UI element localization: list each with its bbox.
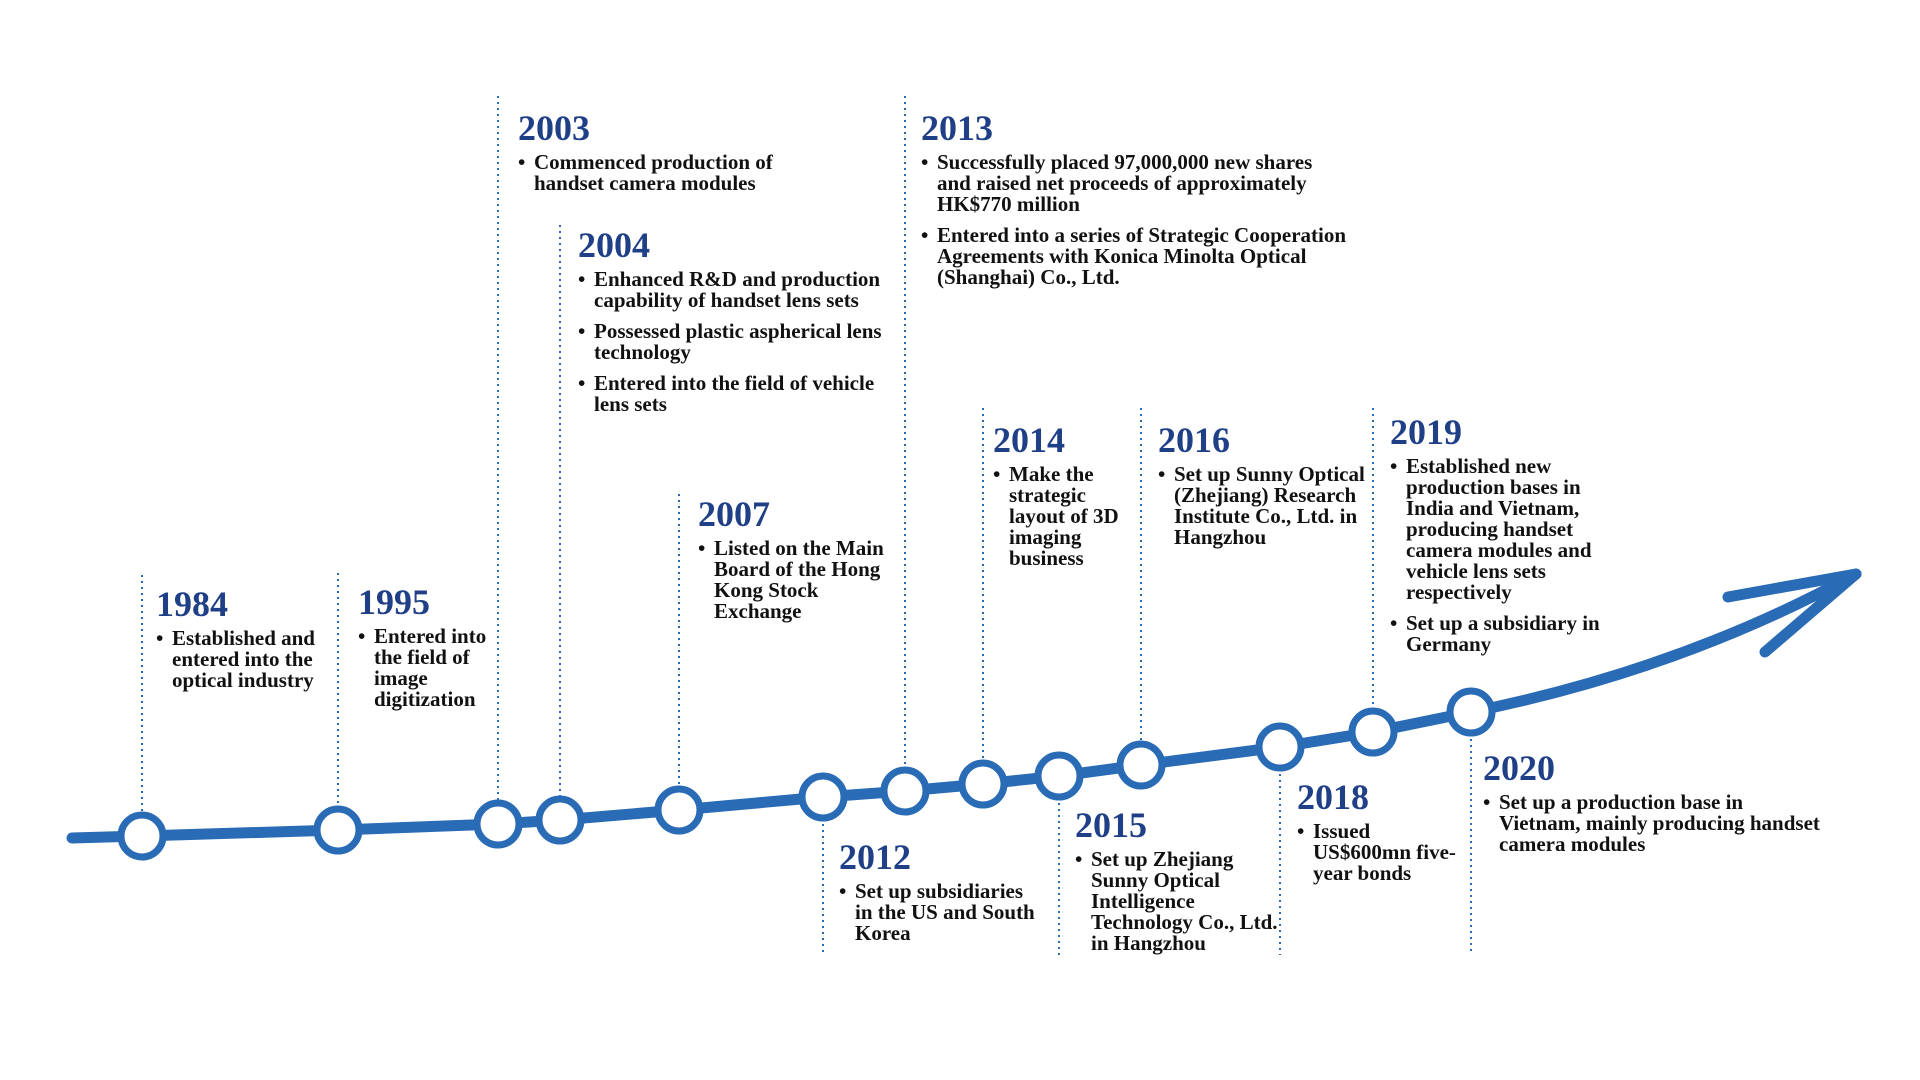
milestone-item: Set up Sunny Optical (Zhejiang) Research… xyxy=(1158,464,1378,548)
milestone-item: Set up a production base in Vietnam, mai… xyxy=(1483,792,1823,855)
milestone-2012: 2012 Set up subsidiaries in the US and S… xyxy=(839,837,1044,954)
milestone-item: Established new production bases in Indi… xyxy=(1390,456,1630,603)
milestone-item: Entered into a series of Strategic Coope… xyxy=(921,225,1351,288)
milestone-2014: 2014 Make the strategic layout of 3D ima… xyxy=(993,420,1138,579)
milestone-year: 2015 xyxy=(1075,805,1147,845)
circle-node-icon xyxy=(798,772,848,822)
circle-node-icon xyxy=(958,759,1008,809)
circle-node-icon xyxy=(117,811,167,861)
milestone-year: 2016 xyxy=(1158,420,1230,460)
milestone-item: Commenced production of handset camera m… xyxy=(518,152,838,194)
milestone-items: Listed on the Main Board of the Hong Kon… xyxy=(698,538,908,622)
milestone-item: Set up subsidiaries in the US and South … xyxy=(839,881,1044,944)
milestone-year: 2012 xyxy=(839,837,911,877)
milestone-1995: 1995 Entered into the field of image dig… xyxy=(358,582,498,720)
circle-node-icon xyxy=(880,766,930,816)
circle-node-icon xyxy=(654,785,704,835)
milestone-items: Established and entered into the optical… xyxy=(156,628,341,691)
circle-node-icon xyxy=(1116,740,1166,790)
milestone-1984: 1984 Established and entered into the op… xyxy=(156,584,341,701)
milestone-item: Set up Zhejiang Sunny Optical Intelligen… xyxy=(1075,849,1290,954)
milestone-item: Listed on the Main Board of the Hong Kon… xyxy=(698,538,908,622)
circle-node-icon xyxy=(1034,751,1084,801)
milestone-year: 2018 xyxy=(1297,777,1369,817)
milestone-2016: 2016 Set up Sunny Optical (Zhejiang) Res… xyxy=(1158,420,1378,558)
milestone-2015: 2015 Set up Zhejiang Sunny Optical Intel… xyxy=(1075,805,1290,964)
milestone-items: Commenced production of handset camera m… xyxy=(518,152,838,194)
milestone-items: Successfully placed 97,000,000 new share… xyxy=(921,152,1351,288)
milestone-items: Set up Zhejiang Sunny Optical Intelligen… xyxy=(1075,849,1290,954)
milestone-year: 2003 xyxy=(518,108,590,148)
milestone-2020: 2020 Set up a production base in Vietnam… xyxy=(1483,748,1823,865)
milestone-year: 2004 xyxy=(578,225,650,265)
milestone-2003: 2003 Commenced production of handset cam… xyxy=(518,108,838,204)
milestone-year: 2020 xyxy=(1483,748,1555,788)
milestone-items: Enhanced R&D and production capability o… xyxy=(578,269,888,415)
milestone-2013: 2013 Successfully placed 97,000,000 new … xyxy=(921,108,1351,298)
milestone-item: Successfully placed 97,000,000 new share… xyxy=(921,152,1351,215)
milestone-items: Issued US$600mn five-year bonds xyxy=(1297,821,1457,884)
milestone-year: 1995 xyxy=(358,582,430,622)
circle-node-icon xyxy=(1348,707,1398,757)
milestone-2018: 2018 Issued US$600mn five-year bonds xyxy=(1297,777,1457,894)
milestone-item: Make the strategic layout of 3D imaging … xyxy=(993,464,1138,569)
milestone-items: Entered into the field of image digitiza… xyxy=(358,626,498,710)
milestone-year: 2007 xyxy=(698,494,770,534)
milestone-year: 2013 xyxy=(921,108,993,148)
circle-node-icon xyxy=(313,805,363,855)
timeline-nodes xyxy=(117,687,1496,861)
milestone-items: Set up Sunny Optical (Zhejiang) Research… xyxy=(1158,464,1378,548)
milestone-item: Entered into the field of vehicle lens s… xyxy=(578,373,888,415)
leader-lines xyxy=(141,96,1472,955)
milestone-items: Set up a production base in Vietnam, mai… xyxy=(1483,792,1823,855)
circle-node-icon xyxy=(1255,722,1305,772)
milestone-year: 1984 xyxy=(156,584,228,624)
circle-node-icon xyxy=(535,795,585,845)
milestone-item: Set up a subsidiary in Germany xyxy=(1390,613,1630,655)
milestone-item: Entered into the field of image digitiza… xyxy=(358,626,498,710)
milestone-year: 2019 xyxy=(1390,412,1462,452)
milestone-items: Make the strategic layout of 3D imaging … xyxy=(993,464,1138,569)
milestone-year: 2014 xyxy=(993,420,1065,460)
milestone-item: Enhanced R&D and production capability o… xyxy=(578,269,888,311)
milestone-2007: 2007 Listed on the Main Board of the Hon… xyxy=(698,494,908,632)
milestone-2004: 2004 Enhanced R&D and production capabil… xyxy=(578,225,888,425)
milestone-item: Issued US$600mn five-year bonds xyxy=(1297,821,1457,884)
milestone-items: Set up subsidiaries in the US and South … xyxy=(839,881,1044,944)
milestone-2019: 2019 Established new production bases in… xyxy=(1390,412,1630,665)
milestone-item: Established and entered into the optical… xyxy=(156,628,341,691)
milestone-items: Established new production bases in Indi… xyxy=(1390,456,1630,655)
circle-node-icon xyxy=(473,799,523,849)
circle-node-icon xyxy=(1446,687,1496,737)
arrow-head-icon xyxy=(1722,568,1862,658)
milestone-item: Possessed plastic aspherical lens techno… xyxy=(578,321,888,363)
